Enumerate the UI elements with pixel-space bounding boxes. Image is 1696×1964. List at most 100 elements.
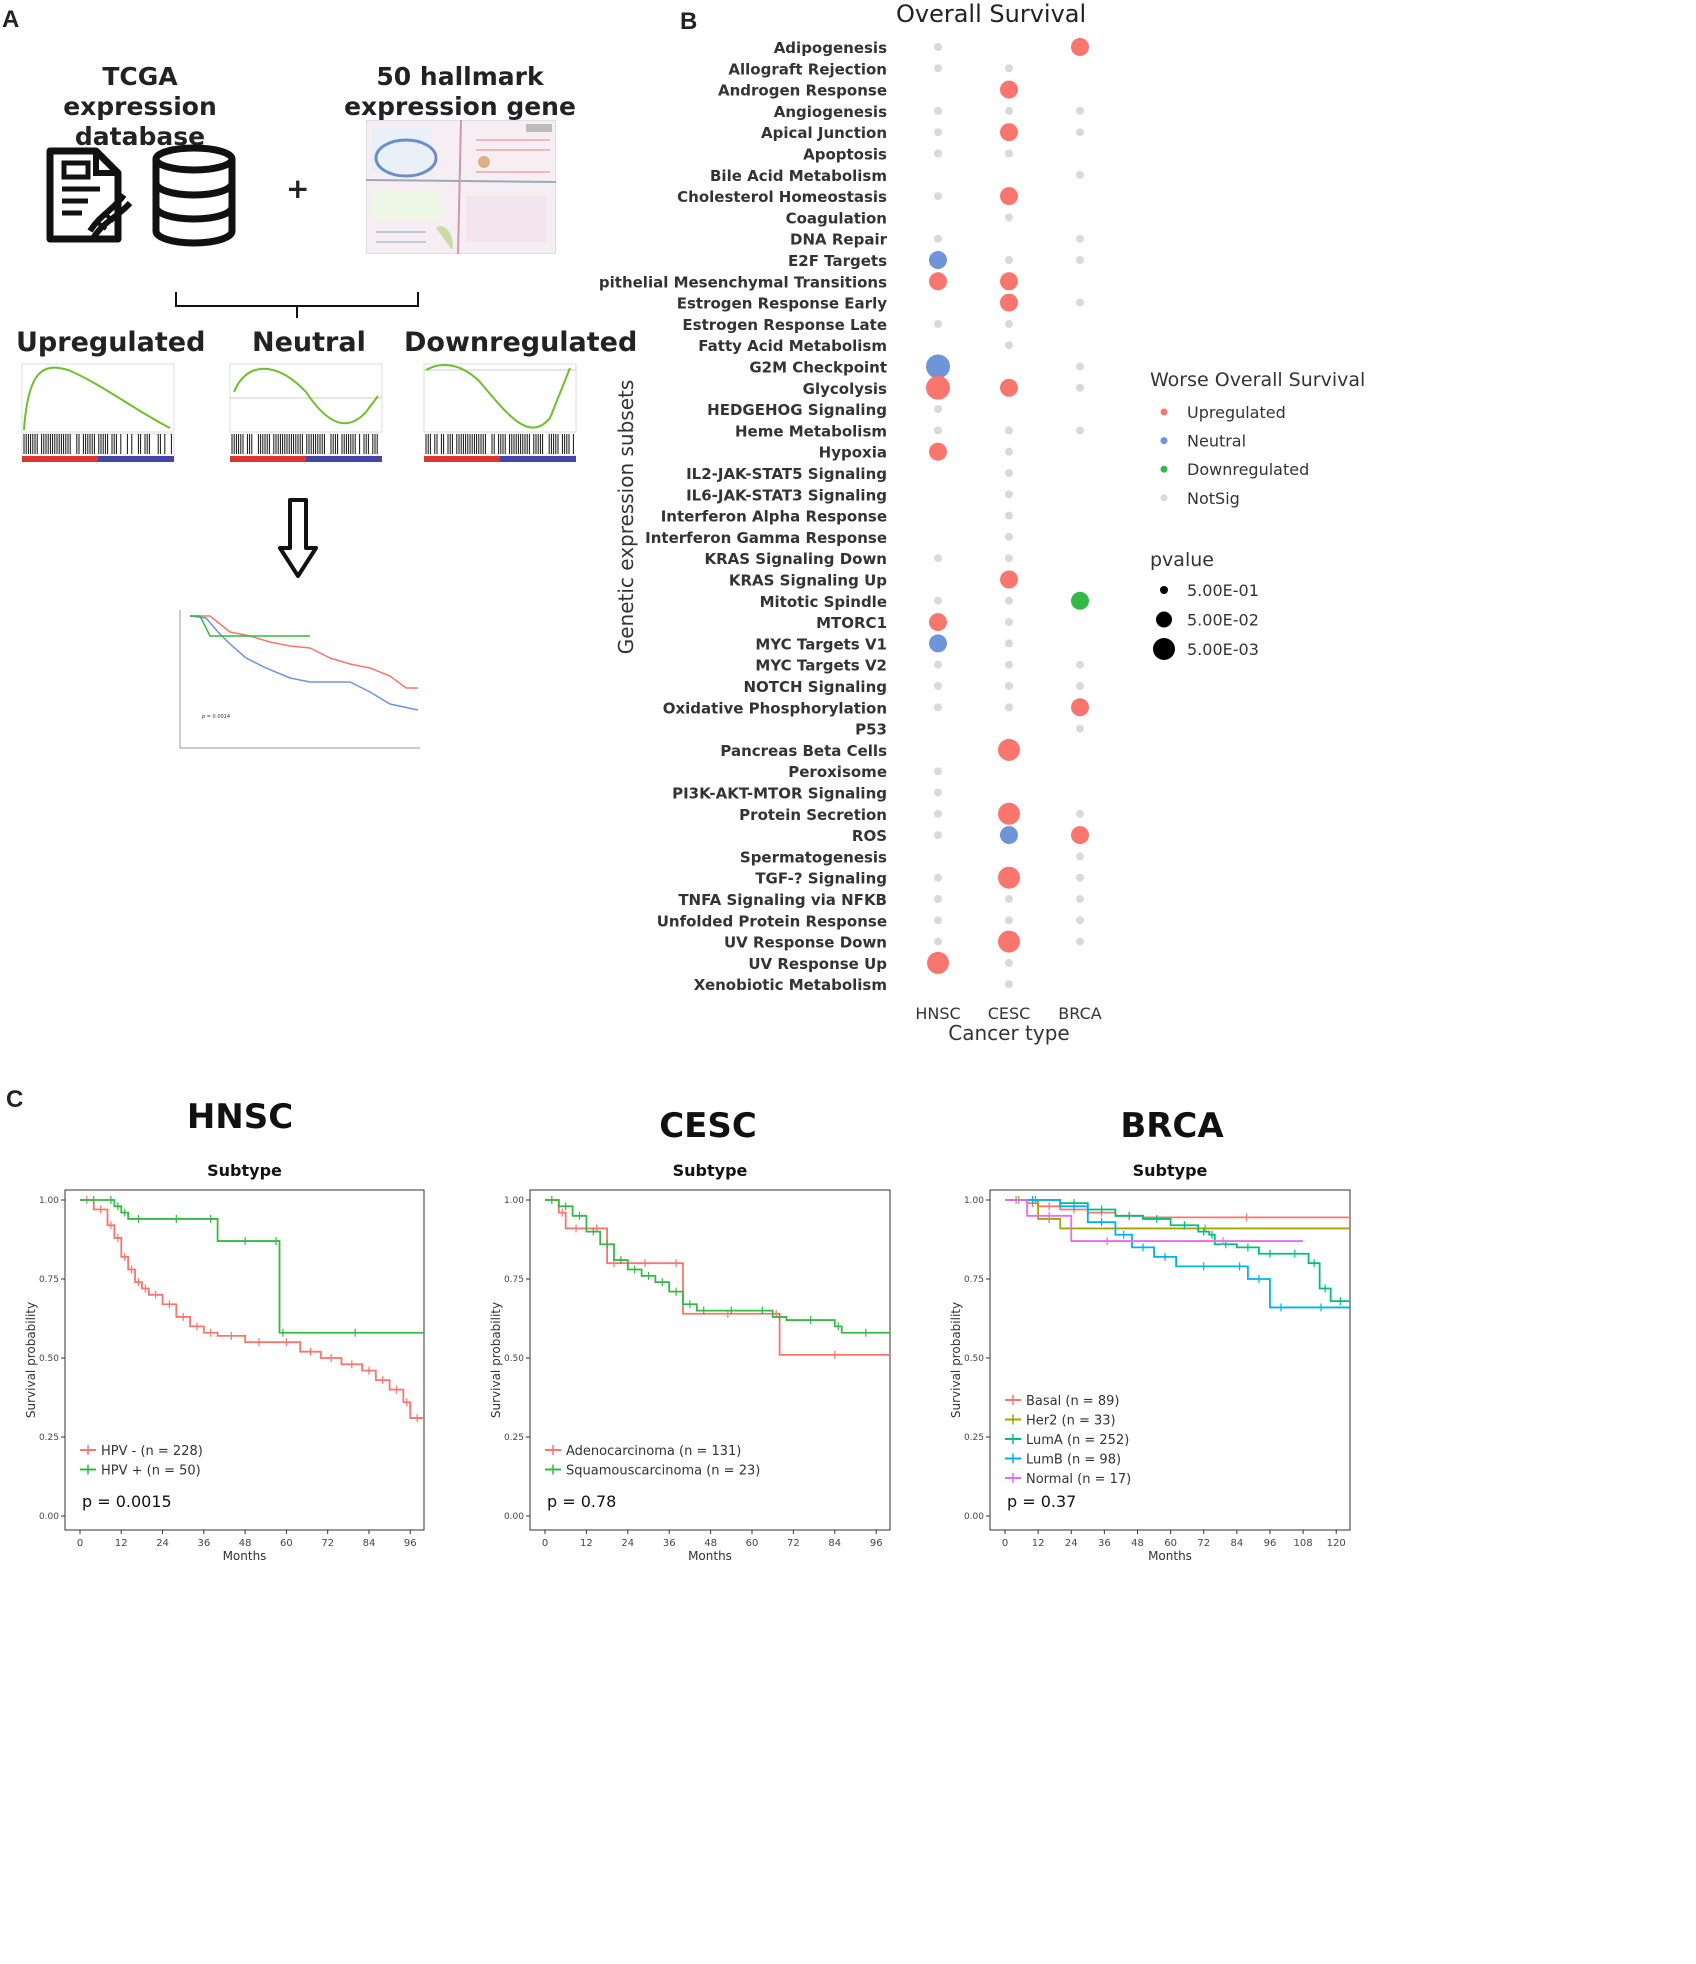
- gene-set-label: Heme Metabolism: [735, 422, 887, 440]
- legend-size-dot: [1153, 638, 1175, 660]
- km-ytick: 0.75: [39, 1275, 59, 1285]
- dot-notsig: [934, 128, 942, 137]
- dot-notsig: [1005, 213, 1013, 222]
- gene-set-label: MTORC1: [816, 614, 887, 632]
- dot-notsig: [1005, 341, 1013, 350]
- km-legend-label: LumB (n = 98): [1026, 1453, 1121, 1468]
- km-curve: [1005, 1199, 1350, 1303]
- km-xtick: 36: [197, 1538, 210, 1549]
- km-chart-hnsc: HNSC Subtype 0.00 0.25 0.50 0.75 1.00 0 12 24 36 48…: [24, 1097, 425, 1563]
- dot-up: [998, 802, 1020, 825]
- legend-size-title: pvalue: [1150, 549, 1214, 571]
- gene-set-label: DNA Repair: [790, 231, 888, 249]
- km-ytick: 0.50: [39, 1354, 59, 1364]
- gene-set-label: Unfolded Protein Response: [657, 912, 887, 930]
- cancer-type-tick: HNSC: [915, 1004, 960, 1023]
- km-ylabel: Survival probability: [24, 1302, 38, 1418]
- gene-set-label: UV Response Up: [748, 955, 887, 973]
- km-legend-label: Her2 (n = 33): [1026, 1414, 1116, 1429]
- dot-notsig: [1005, 490, 1013, 499]
- km-xtick: 0: [542, 1538, 548, 1549]
- km-xtick: 60: [746, 1538, 759, 1549]
- km-xtick: 48: [239, 1538, 252, 1549]
- km-ytick: 0.00: [504, 1512, 524, 1522]
- gene-set-label: KRAS Signaling Up: [729, 572, 887, 590]
- km-xtick: 120: [1327, 1538, 1346, 1549]
- km-ytick: 0.00: [964, 1512, 984, 1522]
- km-xtick: 60: [280, 1538, 293, 1549]
- km-curve: [80, 1199, 424, 1334]
- dot-notsig: [1005, 554, 1013, 563]
- km-chart-brca: BRCA Subtype 0.00 0.25 0.50 0.75 1.00 0 12 24 36 48…: [949, 1106, 1351, 1563]
- dot-up: [1071, 826, 1089, 845]
- dotplot-x-axis-label: Cancer type: [948, 1021, 1069, 1045]
- dot-notsig: [1076, 170, 1084, 179]
- legend-swatch-notsig: [1160, 494, 1168, 502]
- dot-up: [1000, 570, 1018, 589]
- gene-set-label: Glycolysis: [803, 380, 887, 398]
- dot-notsig: [1076, 873, 1084, 882]
- gene-set-label: NOTCH Signaling: [743, 678, 887, 696]
- panel-c-label: C: [6, 1086, 24, 1113]
- dot-notsig: [1005, 682, 1013, 690]
- dot-notsig: [1005, 532, 1013, 541]
- km-ytick: 1.00: [39, 1196, 59, 1206]
- dot-notsig: [1076, 809, 1084, 818]
- km-title: CESC: [659, 1106, 757, 1146]
- km-xtick: 48: [704, 1538, 717, 1549]
- dot-up: [998, 866, 1020, 889]
- dot-notsig: [1005, 980, 1013, 989]
- km-ytick: 1.00: [964, 1196, 984, 1206]
- km-xtick: 72: [1197, 1538, 1210, 1549]
- category-neutral: Neutral: [252, 327, 366, 358]
- km-xlabel: Months: [1148, 1549, 1192, 1563]
- document-dna-icon: [46, 147, 133, 243]
- gene-set-label: Apoptosis: [803, 146, 887, 164]
- km-curve: [1005, 1199, 1304, 1242]
- dot-up: [926, 375, 950, 400]
- gene-set-label: MYC Targets V2: [755, 657, 887, 675]
- km-ytick: 0.00: [39, 1512, 59, 1522]
- dot-notsig: [1076, 298, 1084, 307]
- plus-sign: +: [286, 172, 310, 205]
- gene-set-label: Protein Secretion: [739, 806, 887, 824]
- gene-set-label: Bile Acid Metabolism: [710, 167, 887, 185]
- gene-set-label: ROS: [852, 827, 887, 845]
- dot-notsig: [1076, 916, 1084, 925]
- km-ylabel: Survival probability: [949, 1302, 963, 1418]
- km-curve: [80, 1199, 424, 1419]
- km-subtitle: Subtype: [1133, 1161, 1208, 1180]
- dot-notsig: [934, 64, 942, 73]
- dot-notsig: [934, 682, 942, 690]
- km-curve: [1005, 1199, 1350, 1309]
- dot-notsig: [934, 106, 942, 115]
- km-ytick: 0.50: [964, 1354, 984, 1364]
- km-xtick: 96: [404, 1538, 417, 1549]
- km-legend-label: Normal (n = 17): [1026, 1472, 1131, 1487]
- km-chart-cesc: CESC Subtype 0.00 0.25 0.50 0.75 1.00 0 12 24 36 48…: [489, 1106, 891, 1563]
- gene-set-label: HEDGEHOG Signaling: [707, 401, 887, 419]
- km-ytick: 0.50: [504, 1354, 524, 1364]
- dot-notsig: [934, 703, 942, 712]
- gene-set-label: Peroxisome: [788, 763, 887, 781]
- km-ytick: 0.25: [39, 1433, 59, 1443]
- dot-notsig: [934, 149, 942, 158]
- dot-notsig: [1005, 426, 1013, 435]
- km-xtick: 24: [621, 1538, 634, 1549]
- dot-neutral: [926, 354, 950, 379]
- dot-notsig: [1005, 106, 1013, 115]
- km-title: HNSC: [187, 1097, 293, 1137]
- km-xtick: 12: [1032, 1538, 1045, 1549]
- cancer-type-tick: CESC: [988, 1004, 1031, 1023]
- km-xtick: 84: [1230, 1538, 1243, 1549]
- legend-size-label: 5.00E-01: [1187, 581, 1259, 600]
- km-pvalue: p = 0.0015: [82, 1492, 172, 1511]
- km-pvalue: p = 0.78: [547, 1492, 616, 1511]
- dot-up: [1000, 378, 1018, 397]
- dot-notsig: [1005, 469, 1013, 477]
- gene-set-label: IL6-JAK-STAT3 Signaling: [686, 486, 887, 504]
- dot-neutral: [929, 251, 947, 269]
- gsea-plots: [21, 363, 577, 462]
- dotplot-chart: Genetic expression subsets Adipogenesis A…: [600, 38, 1365, 1045]
- dot-notsig: [934, 767, 942, 776]
